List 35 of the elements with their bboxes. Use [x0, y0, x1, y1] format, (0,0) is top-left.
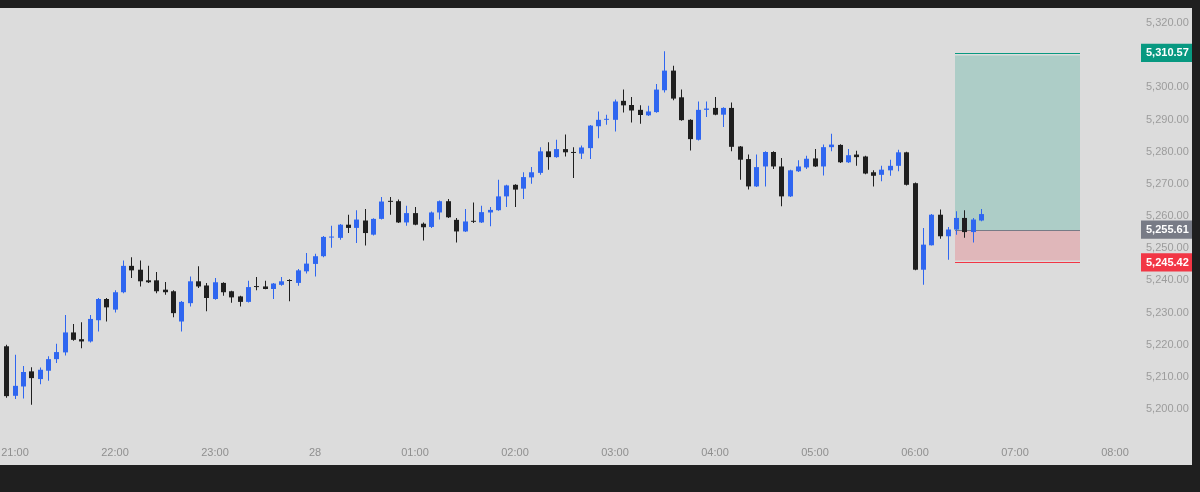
y-tick-label: 5,280.00: [1146, 144, 1189, 157]
x-tick-label: 01:00: [401, 445, 429, 458]
y-tick-label: 5,200.00: [1146, 402, 1189, 415]
candlestick: [571, 147, 576, 179]
candlestick: [329, 225, 334, 248]
x-tick-label: 04:00: [701, 445, 729, 458]
candlestick: [79, 322, 84, 349]
x-tick-label: 03:00: [601, 445, 629, 458]
y-tick-label: 5,250.00: [1146, 241, 1189, 254]
y-tick-label: 5,240.00: [1146, 273, 1189, 286]
y-tick-label: 5,270.00: [1146, 176, 1189, 189]
x-tick-label: 05:00: [801, 445, 829, 458]
x-tick-label: 23:00: [201, 445, 229, 458]
x-tick-label: 22:00: [101, 445, 129, 458]
y-tick-label: 5,310.57: [1146, 46, 1189, 59]
x-tick-label: 08:00: [1101, 445, 1129, 458]
candlestick: [254, 277, 259, 291]
y-tick-label: 5,290.00: [1146, 112, 1189, 125]
candlestick: [471, 202, 476, 224]
y-tick-label: 5,230.00: [1146, 305, 1189, 318]
y-tick-label: 5,245.42: [1146, 255, 1189, 268]
candlestick: [388, 197, 393, 215]
y-tick-label: 5,210.00: [1146, 369, 1189, 382]
y-tick-label: 5,320.00: [1146, 16, 1189, 29]
x-tick-label: 07:00: [1001, 445, 1029, 458]
x-tick-label: 06:00: [901, 445, 929, 458]
candlestick: [604, 114, 609, 125]
y-tick-label: 5,255.61: [1146, 223, 1189, 236]
y-tick-label: 5,220.00: [1146, 337, 1189, 350]
x-tick-label: 28: [308, 445, 322, 458]
x-tick-label: 21:00: [1, 445, 29, 458]
y-tick-label: 5,300.00: [1146, 80, 1189, 93]
y-tick-label: 5,260.00: [1146, 209, 1189, 222]
x-tick-label: 02:00: [501, 445, 529, 458]
candlestick: [287, 279, 292, 302]
